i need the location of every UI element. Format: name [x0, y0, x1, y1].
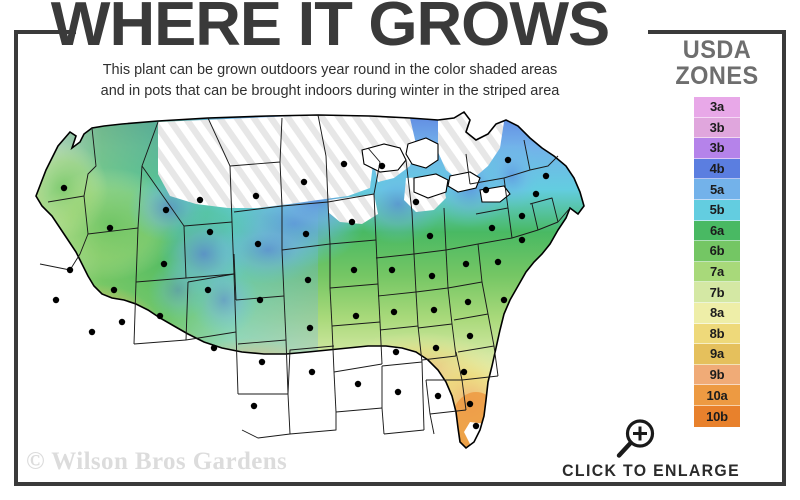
legend-swatch-7a: 7a	[694, 261, 740, 283]
legend-swatch-8b: 8b	[694, 323, 740, 345]
legend-swatch-3b: 3b	[694, 117, 740, 139]
legend-swatch-3a: 3a	[694, 97, 740, 118]
legend-swatch-9b: 9b	[694, 364, 740, 386]
us-map-svg[interactable]	[18, 104, 648, 460]
legend-swatch-7b: 7b	[694, 282, 740, 303]
country-outline	[35, 110, 585, 450]
subtitle-line-1: This plant can be grown outdoors year ro…	[102, 62, 558, 78]
legend-swatch-10a: 10a	[694, 385, 740, 406]
legend-swatch-4b: 4b	[694, 158, 740, 180]
legend-swatch-6b: 6b	[694, 241, 740, 262]
legend-title: USDA ZONES	[652, 36, 782, 90]
legend-swatch-3b: 3b	[694, 138, 740, 159]
legend-swatch-9a: 9a	[694, 344, 740, 365]
legend-title-line-1: USDA	[682, 36, 752, 64]
click-to-enlarge-label[interactable]: CLICK TO ENLARGE	[562, 462, 740, 480]
frame-bottom-edge	[14, 482, 786, 486]
legend-swatch-6a: 6a	[694, 220, 740, 242]
legend-panel: USDA ZONES 3a 3b 3b 4b 5a 5b 6a 6b 7a 7b 8a 8b 9a 9b 1…	[648, 36, 786, 482]
page-title: WHERE IT GROWS	[50, 0, 610, 59]
copyright-watermark: © Wilson Bros Gardens	[26, 448, 288, 475]
subtitle-line-2: and in pots that can be brought indoors …	[100, 83, 560, 100]
legend-title-line-2: ZONES	[675, 61, 759, 90]
legend-swatch-10b: 10b	[694, 405, 740, 427]
legend-swatch-8a: 8a	[694, 302, 740, 324]
subtitle: This plant can be grown outdoors year ro…	[30, 60, 630, 102]
state-borders	[39, 114, 571, 439]
great-lakes	[361, 137, 511, 203]
usda-zone-map[interactable]	[18, 104, 648, 460]
frame-top-right-stub	[648, 30, 786, 34]
legend-swatch-list: 3a 3b 3b 4b 5a 5b 6a 6b 7a 7b 8a 8b 9a 9b 10a 10b	[694, 97, 740, 427]
city-markers	[52, 156, 550, 430]
magnifier-plus-icon[interactable]	[613, 416, 659, 462]
legend-swatch-5a: 5a	[694, 179, 740, 200]
legend-swatch-5b: 5b	[694, 199, 740, 221]
striped-region	[158, 112, 504, 224]
